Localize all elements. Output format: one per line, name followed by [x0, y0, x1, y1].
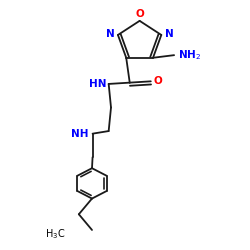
Text: HN: HN [89, 79, 106, 89]
Text: NH$_2$: NH$_2$ [178, 48, 201, 62]
Text: H$_3$C: H$_3$C [45, 227, 66, 241]
Text: NH: NH [71, 129, 88, 139]
Text: N: N [165, 29, 173, 39]
Text: N: N [106, 29, 114, 39]
Text: O: O [135, 9, 144, 19]
Text: O: O [153, 76, 162, 86]
